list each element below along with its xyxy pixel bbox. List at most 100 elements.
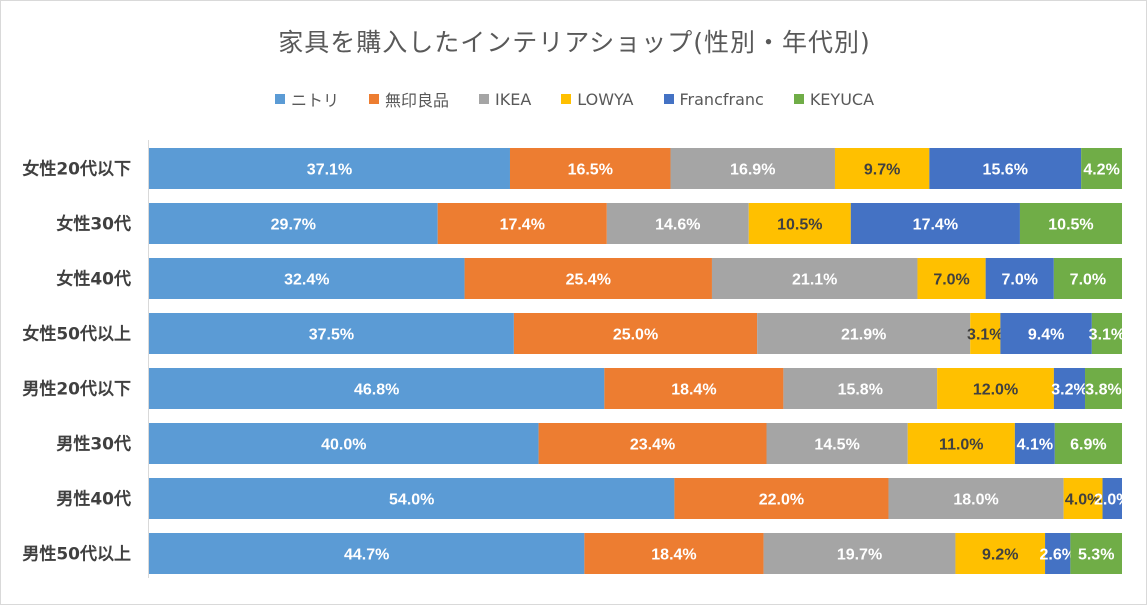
data-label: 18.0% (953, 492, 998, 509)
legend-label: ニトリ (290, 91, 339, 110)
legend-item: 無印良品 (368, 87, 449, 111)
bar-segment (907, 423, 1015, 464)
bar-segment (929, 148, 1082, 189)
chart-title: 家具を購入したインテリアショップ(性別・年代別) (278, 28, 871, 57)
category-label: 男性30代 (56, 434, 131, 455)
bar-segment (464, 258, 712, 299)
bar-segment (538, 423, 767, 464)
bar-segment (917, 258, 986, 299)
bar-segment (509, 148, 671, 189)
data-label: 15.6% (983, 162, 1028, 179)
legend-label: KEYUCA (809, 89, 875, 109)
bar-segment (149, 203, 438, 244)
data-label: 2.6% (1039, 547, 1075, 564)
data-label: 18.4% (651, 547, 696, 564)
bar-segment (606, 203, 749, 244)
bar-segment (604, 368, 784, 409)
legend-label: Francfranc (679, 89, 764, 109)
bar-segment (757, 313, 971, 354)
legend-swatch (793, 94, 804, 104)
data-label: 19.7% (837, 547, 882, 564)
bar-segment (1014, 423, 1055, 464)
data-label: 54.0% (389, 492, 434, 509)
legend-swatch (663, 94, 674, 104)
bar-segment (1085, 368, 1122, 409)
legend-label: IKEA (495, 89, 532, 109)
data-label: 3.8% (1085, 382, 1121, 399)
data-label: 17.4% (500, 217, 545, 234)
data-label: 14.6% (655, 217, 700, 234)
data-label: 12.0% (973, 382, 1018, 399)
data-label: 25.0% (613, 327, 658, 344)
data-label: 5.3% (1078, 547, 1114, 564)
category-label: 女性50代以上 (22, 324, 131, 345)
legend-swatch (479, 94, 489, 104)
data-label: 37.5% (309, 327, 354, 344)
bar-segment (149, 478, 675, 519)
bar-segment (763, 533, 956, 574)
data-label: 7.0% (1001, 272, 1037, 289)
bar-segment (970, 313, 1001, 354)
category-label: 男性40代 (56, 489, 131, 510)
category-label: 男性50代以上 (22, 544, 131, 565)
data-label: 6.9% (1070, 437, 1106, 454)
bar-segment (1081, 148, 1122, 189)
bar-segment (437, 203, 607, 244)
bar-segment (834, 148, 930, 189)
bar-segment (149, 313, 514, 354)
legend: ニトリ 無印良品 IKEA LOWYA Francfranc KEYUCA (1, 87, 1147, 111)
category-label: 女性30代 (56, 214, 131, 235)
data-label: 21.9% (841, 327, 886, 344)
data-label: 10.5% (777, 217, 822, 234)
data-label: 23.4% (630, 437, 675, 454)
category-label: 女性40代 (56, 269, 131, 290)
bar-segment (783, 368, 938, 409)
legend-item: ニトリ (274, 87, 339, 111)
data-label: 14.5% (814, 437, 859, 454)
data-label: 16.5% (568, 162, 613, 179)
bar-segment (850, 203, 1020, 244)
bar-segment (955, 533, 1046, 574)
bar-segment (1000, 313, 1092, 354)
data-label: 46.8% (354, 382, 399, 399)
legend-label: 無印良品 (384, 91, 449, 110)
bar-segment (149, 423, 539, 464)
legend-swatch (368, 94, 379, 104)
legend-swatch (561, 94, 572, 104)
data-label: 18.4% (671, 382, 716, 399)
bar-segment (985, 258, 1054, 299)
bar-segment (1053, 368, 1086, 409)
data-label: 9.4% (1028, 327, 1064, 344)
data-label: 4.1% (1017, 437, 1053, 454)
data-label: 9.7% (864, 162, 900, 179)
bar-segment (670, 148, 835, 189)
data-label: 3.1% (1089, 327, 1125, 344)
data-label: 16.9% (730, 162, 775, 179)
data-label: 4.0% (1065, 492, 1101, 509)
bar-segment (513, 313, 758, 354)
bar-segment (888, 478, 1064, 519)
data-label: 2.0% (1094, 492, 1130, 509)
category-label: 男性20代以下 (22, 379, 131, 400)
bar-segment (149, 258, 465, 299)
data-label: 7.0% (933, 272, 969, 289)
bar-segment (149, 368, 605, 409)
bar-segment (149, 533, 585, 574)
legend-item: IKEA (479, 87, 531, 111)
data-label: 25.4% (566, 272, 611, 289)
bar-segment (1102, 478, 1122, 519)
bar-segment (1019, 203, 1122, 244)
category-label: 女性20代以下 (22, 159, 131, 180)
bar-segment (766, 423, 908, 464)
data-label: 9.2% (982, 547, 1018, 564)
data-label: 7.0% (1070, 272, 1106, 289)
data-label: 22.0% (759, 492, 804, 509)
legend-item: LOWYA (561, 87, 634, 111)
data-label: 15.8% (838, 382, 883, 399)
bar-segment (149, 148, 510, 189)
bar-segment (1070, 533, 1122, 574)
bar-segment (1045, 533, 1071, 574)
data-label: 44.7% (344, 547, 389, 564)
